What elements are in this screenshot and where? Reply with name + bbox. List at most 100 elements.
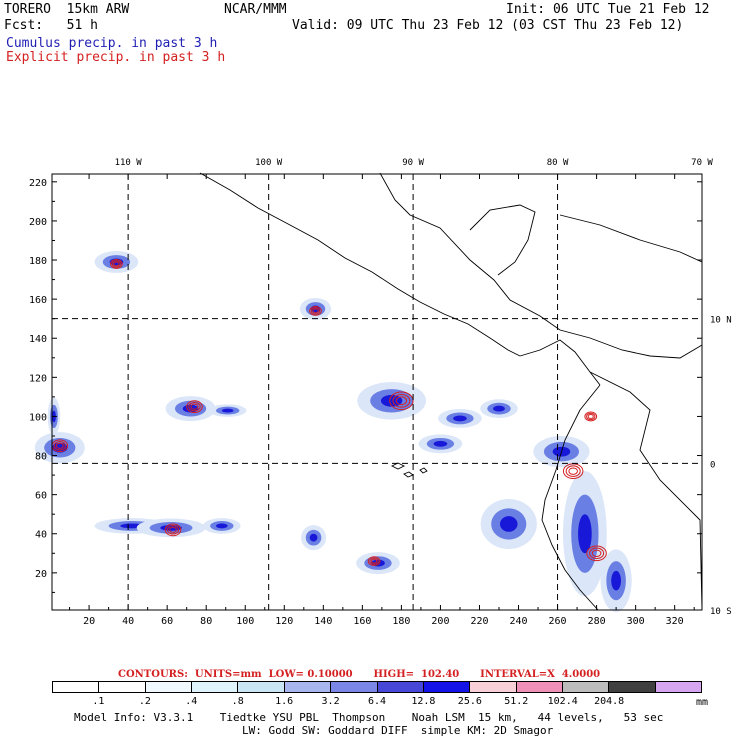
colorbar-swatch-6 — [331, 682, 378, 692]
model-info: Model Info: V3.3.1 Tiedtke YSU PBL Thomp… — [74, 711, 664, 724]
y-tick-label-0: 20 — [35, 569, 47, 580]
colorbar — [52, 681, 702, 693]
lat-label-0: 10 N — [710, 316, 732, 326]
colorbar-swatch-9 — [470, 682, 517, 692]
explicit-contour-3-1 — [188, 401, 201, 412]
colorbar-label-4: 1.6 — [275, 696, 294, 707]
explicit-contour-7-0 — [584, 411, 598, 422]
x-tick-label-15: 320 — [666, 616, 684, 627]
x-tick-label-5: 120 — [275, 616, 293, 627]
x-tick-label-3: 80 — [200, 616, 212, 627]
explicit-contour-5-1 — [392, 393, 411, 408]
colorbar-label-11: 204.8 — [594, 696, 625, 707]
lat-label-2: 10 S — [710, 607, 732, 617]
x-tick-label-10: 220 — [470, 616, 488, 627]
lat-label-1: 0 — [710, 460, 715, 470]
colorbar-label-3: .8 — [231, 696, 244, 707]
colorbar-swatch-0 — [53, 682, 100, 692]
latitude-labels: 10 N 0 10 S — [710, 316, 732, 617]
y-tick-label-2: 60 — [35, 491, 47, 502]
center-label: NCAR/MMM — [224, 2, 287, 17]
precip-core-12 — [433, 440, 448, 447]
colorbar-labels: .1 .2 .4 .8 1.6 3.2 6.4 12.8 25.6 51.2 102.4 204.8 — [52, 696, 702, 708]
colorbar-swatch-13 — [655, 682, 702, 692]
colorbar-swatch-10 — [516, 682, 563, 692]
y-tick-label-8: 180 — [29, 256, 47, 267]
x-tick-label-14: 300 — [627, 616, 645, 627]
lon-label-4: 70 W — [691, 158, 713, 168]
explicit-contour-8-2 — [568, 467, 578, 475]
explicit-contour-9-2 — [591, 549, 602, 558]
y-tick-label-4: 100 — [29, 412, 47, 423]
x-tick-label-13: 280 — [588, 616, 606, 627]
colorbar-swatch-8 — [423, 682, 471, 692]
colorbar-label-10: 102.4 — [547, 696, 578, 707]
precip-core-13 — [309, 533, 318, 542]
colorbar-swatch-11 — [562, 682, 610, 692]
x-tick-label-1: 40 — [122, 616, 134, 627]
y-tick-label-9: 200 — [29, 217, 47, 228]
explicit-contour-4-0 — [309, 305, 322, 316]
explicit-contour-9-0 — [586, 545, 607, 562]
explicit-contour-4-2 — [312, 308, 319, 314]
x-tick-label-0: 20 — [83, 616, 95, 627]
precip-core-9 — [380, 394, 403, 407]
precip-core-17 — [578, 514, 592, 554]
colorbar-swatch-12 — [609, 682, 656, 692]
physics-info: LW: Godd SW: Goddard DIFF simple KM: 2D … — [242, 724, 554, 737]
explicit-contour-3-2 — [190, 403, 199, 410]
mexico-coastline — [199, 172, 521, 357]
colorbar-unit: mm — [696, 697, 709, 708]
explicit-contour-8-1 — [565, 465, 581, 477]
y-tick-label-10: 220 — [29, 178, 47, 189]
contours-info: CONTOURS: UNITS=mm LOW= 0.10000 HIGH= 10… — [118, 669, 601, 680]
coastline-layer — [199, 172, 703, 611]
y-tick-label-6: 140 — [29, 334, 47, 345]
explicit-contour-6-1 — [369, 557, 379, 565]
valid-time: Valid: 09 UTC Thu 23 Feb 12 (03 CST Thu … — [292, 18, 684, 33]
explicit-contour-0-2 — [55, 442, 64, 449]
south-america-coast — [541, 384, 601, 611]
galapagos — [390, 462, 428, 478]
y-tick-label-1: 40 — [35, 530, 47, 541]
plot-frame — [51, 173, 703, 611]
lon-label-0: 110 W — [115, 158, 143, 168]
precip-core-18 — [611, 570, 621, 591]
colorbar-label-6: 6.4 — [367, 696, 387, 707]
colorbar-swatch-7 — [377, 682, 424, 692]
south-america-interior — [589, 371, 703, 611]
explicit-contour-6-2 — [370, 558, 378, 564]
explicit-contour-1-2 — [113, 261, 120, 267]
x-tick-label-2: 60 — [161, 616, 173, 627]
explicit-contour-7-2 — [587, 414, 594, 419]
cuba — [559, 214, 703, 263]
explicit-contour-layer — [51, 259, 607, 567]
colorbar-swatch-2 — [145, 682, 193, 692]
x-tick-label-7: 160 — [353, 616, 371, 627]
precip-core-5 — [215, 523, 228, 529]
y-tick-label-3: 80 — [35, 452, 47, 463]
precip-shading-layer — [34, 251, 632, 612]
model-title: TORERO 15km ARW — [4, 2, 130, 17]
explicit-contour-4-1 — [310, 307, 321, 315]
explicit-contour-6-0 — [367, 556, 381, 567]
x-axis: 20 40 60 80 100 120 140 160 180 200 220 240 260 280 30… — [69, 174, 695, 627]
lat-lon-grid — [52, 174, 702, 610]
precip-core-7 — [221, 408, 234, 413]
x-tick-label-12: 260 — [549, 616, 567, 627]
init-time: Init: 06 UTC Tue 21 Feb 12 — [506, 2, 710, 17]
colorbar-swatch-5 — [284, 682, 332, 692]
colorbar-label-0: .1 — [92, 696, 105, 707]
lon-label-1: 100 W — [255, 158, 283, 168]
explicit-contour-8-0 — [562, 463, 584, 480]
x-tick-label-9: 200 — [431, 616, 449, 627]
forecast-hour: Fcst: 51 h — [4, 18, 98, 33]
explicit-contour-7-1 — [586, 412, 596, 421]
gulf-coast — [379, 172, 703, 359]
y-axis: 20 40 60 80 100 120 140 160 180 200 220 — [29, 178, 702, 593]
lon-label-2: 90 W — [402, 158, 424, 168]
lon-label-3: 80 W — [547, 158, 569, 168]
explicit-contour-1-1 — [111, 260, 122, 268]
explicit-legend: Explicit precip. in past 3 h — [6, 50, 226, 65]
